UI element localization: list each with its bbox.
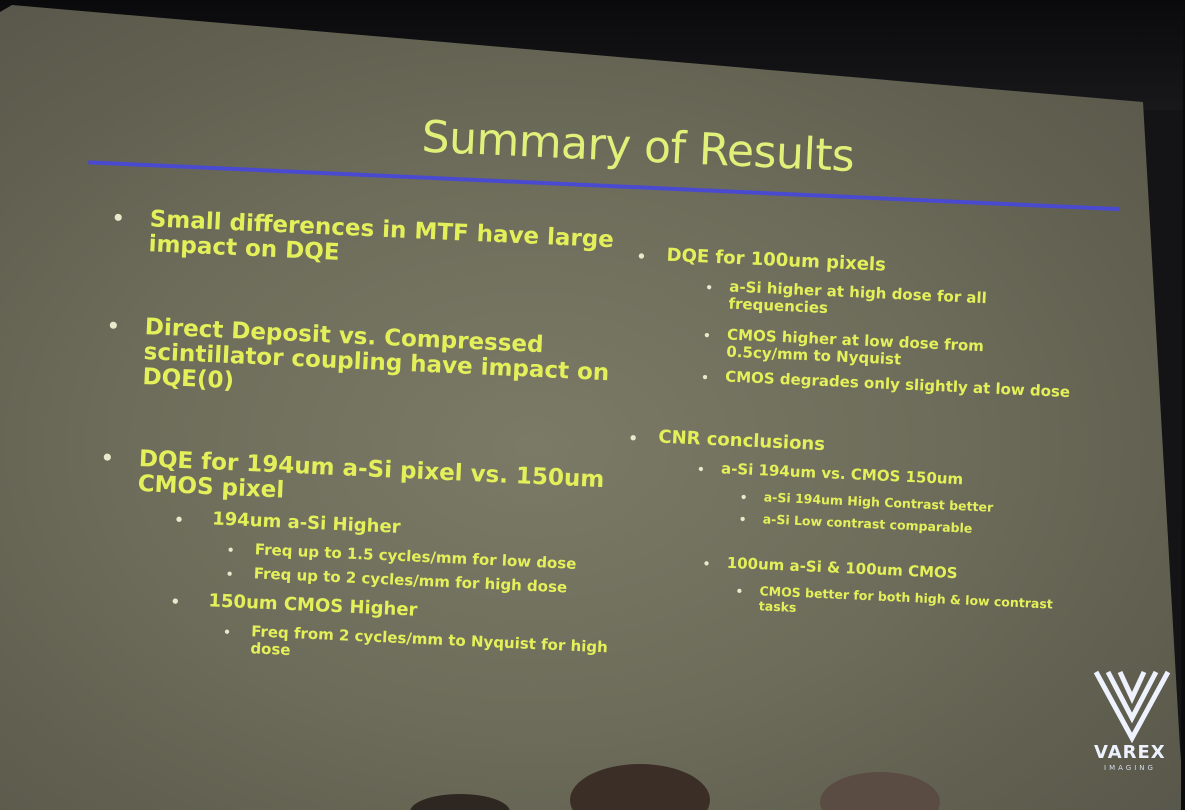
bullet-text: a-Si 194um High Contrast better [763,489,994,515]
bullet-dot: • [222,624,232,640]
bullet-dot: • [173,510,185,530]
bullet-text: 100um a-Si & 100um CMOS [726,553,958,583]
bullet-dot: • [226,543,235,558]
bullet-text: CMOS pixel [137,470,285,504]
bullet-text: DQE for 100um pixels [666,244,887,276]
bullet-dot: • [627,429,639,448]
bullet-text: a-Si 194um vs. CMOS 150um [720,459,964,489]
bullet-dot: • [704,280,714,295]
slide-title: Summary of Results [420,111,856,183]
bullet-text: a-Si Low contrast comparable [762,511,973,536]
bullet-text: CNR conclusions [657,426,826,456]
bullet-dot: • [700,370,710,385]
bullet-dot: • [636,247,647,266]
bullet-dot: • [100,445,115,470]
bullet-dot: • [735,584,744,599]
bullet-dot: • [111,205,126,231]
bullet-text: Freq up to 2 cycles/mm for high dose [253,564,568,597]
bullet-dot: • [170,592,181,611]
logo-name: VAREX [1094,742,1166,763]
room-edge [1181,0,1185,810]
logo-subtitle: IMAGING [1104,764,1156,772]
bullet-text: Freq from 2 cycles/mm to Nyquist for hig… [250,622,609,657]
bullet-dot: • [106,313,121,338]
bullet-text: DQE(0) [142,364,235,395]
bullet-dot: • [696,462,705,477]
bullet-text: frequencies [728,294,829,318]
bullet-dot: • [739,490,748,505]
bullet-text: dose [250,639,291,660]
bullet-text: CMOS degrades only slightly at low dose [724,367,1071,402]
bullet-text: CMOS better for both high & low contrast [759,583,1054,612]
varex-logo-icon [1093,670,1171,744]
bullet-text: tasks [758,598,797,615]
bullet-dot: • [702,556,711,571]
bullet-dot: • [702,328,712,343]
bullet-text: 194um a-Si Higher [211,508,401,538]
bullet-dot: • [225,567,234,582]
bullet-dot: • [738,512,747,527]
bullet-text: 150um CMOS Higher [208,590,418,621]
